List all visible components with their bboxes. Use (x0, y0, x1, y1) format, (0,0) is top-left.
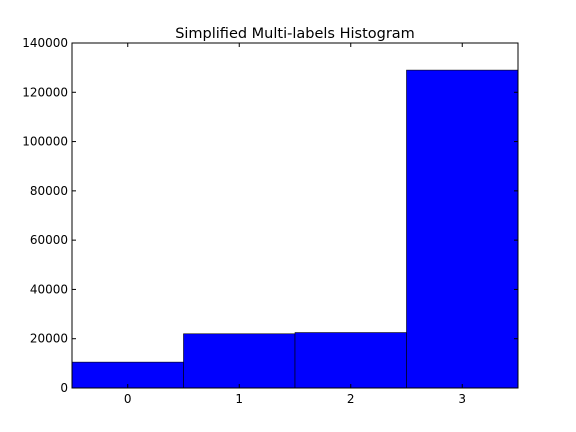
x-tick-label: 0 (124, 392, 132, 406)
y-tick-label: 80000 (30, 184, 68, 198)
y-tick-label: 100000 (22, 135, 68, 149)
bar-3 (407, 70, 519, 388)
y-tick-label: 20000 (30, 332, 68, 346)
y-tick-label: 120000 (22, 85, 68, 99)
y-tick-label: 60000 (30, 233, 68, 247)
chart-title: Simplified Multi-labels Histogram (175, 26, 415, 42)
y-tick-label: 0 (60, 381, 68, 395)
bars-group (72, 70, 518, 388)
x-tick-label: 2 (347, 392, 355, 406)
x-tick-label: 1 (235, 392, 243, 406)
y-tick-label: 40000 (30, 282, 68, 296)
x-tick-label: 3 (458, 392, 466, 406)
y-tick-label: 140000 (22, 36, 68, 50)
bar-1 (184, 334, 296, 388)
bar-2 (295, 333, 407, 388)
